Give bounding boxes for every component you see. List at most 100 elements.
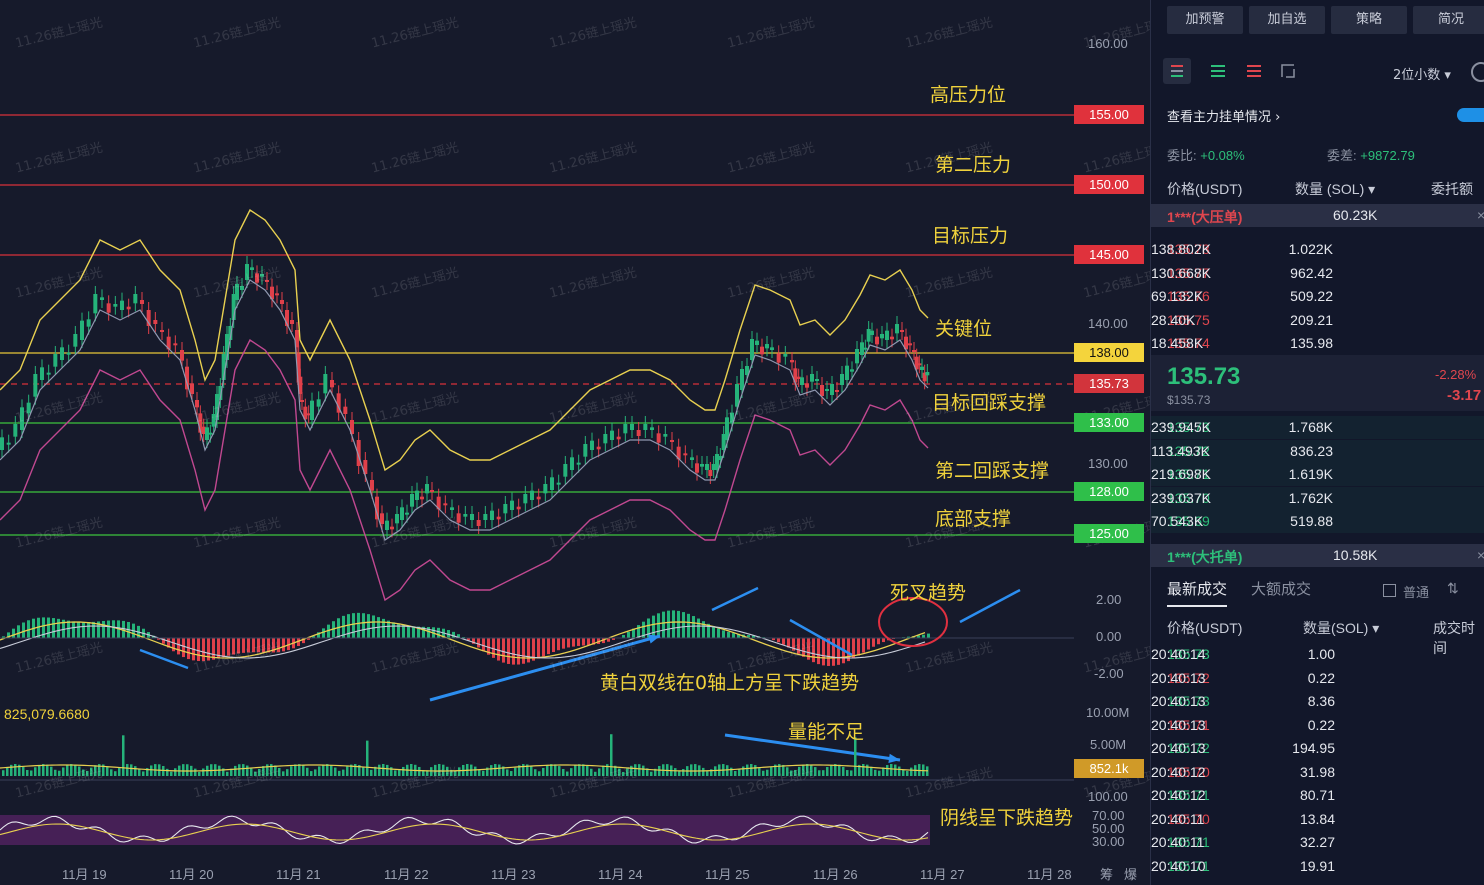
trade-row[interactable]: 135.73 1.00 20:40:14 [1151, 643, 1484, 666]
tab-large-trades[interactable]: 大额成交 [1251, 580, 1312, 598]
add-alert-button[interactable]: 加预警 [1167, 6, 1243, 34]
volume-bar [554, 764, 557, 776]
bid-row[interactable]: 135.71 1.619K 219.698K [1151, 463, 1484, 486]
strategy-button[interactable]: 策略 [1331, 6, 1407, 34]
ask-qty: 1.022K [1288, 241, 1333, 257]
bid-row[interactable]: 135.70 1.762K 239.037K [1151, 486, 1484, 510]
big-bid-row[interactable]: 1***(大托单) 10.58K × [1151, 544, 1484, 567]
tab-latest-trades[interactable]: 最新成交 [1167, 578, 1228, 607]
trade-row[interactable]: 135.73 8.36 20:40:13 [1151, 690, 1484, 713]
annotation-macd-trend: 黄白双线在0轴上方呈下跌趋势 [600, 672, 860, 694]
volume-bar [306, 767, 309, 776]
view-both-button[interactable] [1163, 58, 1191, 84]
ask-row[interactable]: 135.78 1.022K 138.802K [1151, 238, 1484, 261]
ask-row[interactable]: 135.77 962.42 130.668K [1151, 262, 1484, 285]
macd-histogram-bar [607, 638, 610, 642]
candle-body [126, 306, 131, 310]
bid-row[interactable]: 135.72 836.23 113.493K [1151, 439, 1484, 463]
volume-bar [850, 770, 853, 776]
order-diff-label: 委差: [1327, 148, 1357, 163]
trade-price: 135.73 [1167, 693, 1210, 709]
add-watchlist-button[interactable]: 加自选 [1249, 6, 1325, 34]
trade-row[interactable]: 135.71 19.91 20:40:10 [1151, 855, 1484, 878]
trade-row[interactable]: 135.70 13.84 20:40:11 [1151, 808, 1484, 831]
macd-histogram-bar [867, 638, 870, 650]
trade-row[interactable]: 135.72 194.95 20:40:13 [1151, 737, 1484, 760]
annotation-second-support: 第二回踩支撑 [935, 460, 1050, 482]
volume-bar [54, 769, 57, 776]
bid-amount: 239.945K [1151, 419, 1211, 435]
big-ask-row[interactable]: 1***(大压单) 60.23K × [1151, 204, 1484, 227]
main-orders-link[interactable]: 查看主力挂单情况 › [1167, 106, 1280, 125]
candlestick-chart-area[interactable]: 11.26链上瑶光 11.26链上瑶光 11.26链上瑶光 11.26链上瑶光 11.2… [0, 0, 1172, 885]
ask-row[interactable]: 135.74 135.98 18.458K [1151, 332, 1484, 355]
candle-body [783, 354, 788, 357]
decimals-select[interactable]: 2位小数 ▾ [1393, 64, 1451, 83]
volume-bar [438, 764, 441, 776]
candle-body [231, 294, 236, 320]
macd-histogram-bar [472, 638, 475, 644]
chart-canvas[interactable] [0, 0, 1150, 885]
ask-row[interactable]: 135.75 209.21 28.40K [1151, 309, 1484, 332]
trend-arrow [429, 634, 661, 702]
volume-bar [734, 770, 737, 776]
annotation-high-resistance: 高压力位 [930, 84, 1007, 106]
trade-row[interactable]: 135.72 0.22 20:40:13 [1151, 667, 1484, 690]
macd-histogram-bar [882, 638, 885, 643]
volume-bar [674, 768, 677, 776]
bid-qty: 1.768K [1288, 419, 1333, 435]
trade-row[interactable]: 135.71 32.27 20:40:11 [1151, 831, 1484, 854]
ask-row[interactable]: 135.76 509.22 69.132K [1151, 285, 1484, 308]
candle-body [623, 424, 628, 434]
trade-row[interactable]: 135.71 0.22 20:40:13 [1151, 714, 1484, 737]
candle-body [917, 363, 922, 366]
trade-header-qty[interactable]: 数量(SOL) ▾ [1303, 618, 1379, 638]
settings-icon[interactable] [1471, 62, 1484, 82]
volume-bar [738, 769, 741, 776]
candle-body [295, 330, 299, 348]
trade-row[interactable]: 135.71 80.71 20:40:12 [1151, 784, 1484, 807]
view-depth-button[interactable] [1277, 58, 1299, 89]
candle-body [195, 400, 199, 408]
trade-qty: 0.22 [1307, 716, 1335, 733]
ask-qty: 962.42 [1290, 264, 1333, 281]
volume-bar [838, 764, 841, 776]
volume-bar [782, 764, 785, 776]
candle-body [275, 293, 279, 296]
macd-histogram-bar [922, 634, 925, 638]
macd-histogram-bar [662, 611, 665, 638]
normal-checkbox[interactable] [1383, 584, 1396, 597]
macd-dea-line [0, 625, 926, 659]
liquidation-button[interactable]: 爆 [1124, 867, 1138, 882]
bid-price: 135.69 [1167, 513, 1210, 529]
close-icon[interactable]: × [1477, 547, 1484, 563]
bid-row[interactable]: 135.69 519.88 70.543K [1151, 510, 1484, 533]
bid-row[interactable]: 135.73 1.768K 239.945K [1151, 416, 1484, 439]
macd-histogram-bar [542, 638, 545, 657]
macd-histogram-bar [382, 618, 385, 638]
macd-histogram-bar [402, 624, 405, 638]
candle-body [570, 457, 574, 470]
overview-button[interactable]: 简况 [1413, 6, 1484, 34]
main-orders-toggle[interactable] [1457, 108, 1484, 122]
trade-price: 135.71 [1167, 787, 1210, 803]
view-asks-button[interactable] [1243, 58, 1265, 89]
level-badge-128: 128.00 [1074, 482, 1144, 501]
trade-row[interactable]: 135.70 31.98 20:40:12 [1151, 761, 1484, 784]
trade-qty: 8.36 [1307, 693, 1335, 709]
volume-bar [238, 764, 241, 776]
sort-icon[interactable]: ⇅ [1447, 580, 1459, 596]
volume-bar [26, 769, 29, 776]
macd-histogram-bar [587, 638, 590, 646]
macd-histogram-bar [852, 638, 855, 659]
bid-amount: 239.037K [1151, 489, 1211, 506]
view-bids-button[interactable] [1207, 58, 1229, 89]
close-icon[interactable]: × [1477, 207, 1484, 223]
candle-body [463, 514, 468, 517]
macd-histogram-bar [12, 628, 15, 638]
header-qty[interactable]: 数量 (SOL) ▾ [1295, 179, 1375, 199]
volume-bar [550, 764, 553, 776]
level-badge-133: 133.00 [1074, 413, 1144, 432]
chip-distribution-button[interactable]: 筹 [1100, 867, 1114, 882]
candle-body [26, 402, 31, 414]
